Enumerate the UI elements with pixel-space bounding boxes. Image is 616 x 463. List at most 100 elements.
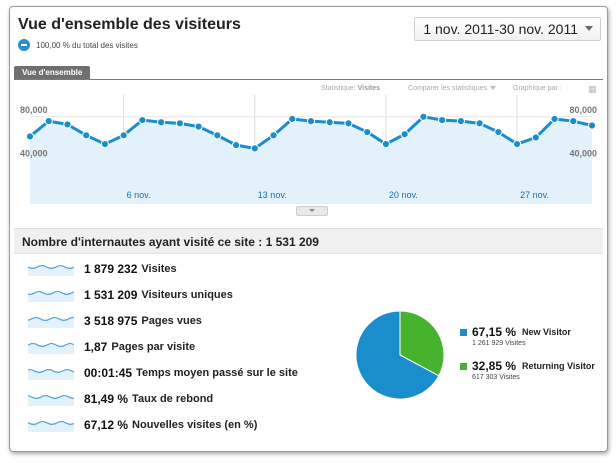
metric-label[interactable]: Taux de rebond <box>132 393 214 405</box>
statistic-prefix: Statistique: <box>321 85 356 92</box>
tab-divider <box>14 79 603 80</box>
page-title: Vue d'ensemble des visiteurs <box>18 16 241 33</box>
x-tick-label: 20 nov. <box>389 190 418 200</box>
tab-overview[interactable]: Vue d'ensemble <box>14 66 91 79</box>
data-point[interactable] <box>381 139 391 149</box>
data-point[interactable] <box>569 117 578 126</box>
data-point[interactable] <box>231 141 241 150</box>
date-end: 30 nov. 2011 <box>499 21 578 37</box>
data-point[interactable] <box>475 119 484 128</box>
data-point[interactable] <box>531 133 540 142</box>
data-point[interactable] <box>400 130 409 139</box>
data-point[interactable] <box>119 131 128 140</box>
subtitle-row: 100,00 % du total des visites <box>18 38 138 52</box>
data-point[interactable] <box>306 117 316 126</box>
sparkline-icon <box>28 420 74 432</box>
legend-label: Returning Visitor <box>522 361 595 371</box>
data-point[interactable] <box>456 117 465 126</box>
subtitle: 100,00 % du total des visites <box>36 40 138 50</box>
y-tick-label-right: 40,000 <box>569 148 597 158</box>
metric-label[interactable]: Nouvelles visites (en %) <box>132 419 258 431</box>
chevron-down-icon <box>585 26 593 31</box>
y-tick-label: 40,000 <box>20 148 48 158</box>
metric-label[interactable]: Pages par visite <box>111 341 196 353</box>
data-point[interactable] <box>25 132 35 141</box>
data-point[interactable] <box>344 119 353 128</box>
legend-visits: 617 303 Visites <box>472 374 520 381</box>
chart-resize-handle[interactable] <box>296 206 328 216</box>
visits-area <box>30 116 592 204</box>
metric-row[interactable]: 1 531 209 Visiteurs uniques <box>28 286 233 304</box>
y-tick-label-right: 80,000 <box>569 105 597 115</box>
visits-line-chart: 80,000 80,000 40,000 40,000 6 nov. 13 nov. 20 … <box>20 95 597 204</box>
data-point[interactable] <box>494 127 503 137</box>
date-range-picker[interactable]: 1 nov. 2011-30 nov. 2011 <box>414 17 601 41</box>
date-start: 1 nov. 2011 <box>423 21 495 37</box>
sparkline-icon <box>28 368 74 380</box>
sparkline-icon <box>28 264 74 276</box>
data-point[interactable] <box>213 131 222 140</box>
graph-by-selector[interactable]: Graphique par : <box>513 85 562 92</box>
legend-label: New Visitor <box>522 327 571 337</box>
data-point[interactable] <box>512 139 522 149</box>
data-point[interactable] <box>325 118 334 127</box>
legend-percent: 32,85 % <box>472 359 517 373</box>
chevron-down-icon <box>489 86 496 91</box>
data-point[interactable] <box>157 118 166 127</box>
metric-row[interactable]: 67,12 % Nouvelles visites (en %) <box>28 416 257 434</box>
compare-statistics-selector[interactable]: Comparer les statistiques <box>408 85 496 92</box>
metric-label[interactable]: Temps moyen passé sur le site <box>136 367 298 379</box>
data-point[interactable] <box>587 121 597 130</box>
data-point[interactable] <box>363 127 372 137</box>
metric-row[interactable]: 1 879 232 Visites <box>28 260 177 278</box>
metric-row[interactable]: 3 518 975 Pages vues <box>28 312 202 330</box>
metric-value: 81,49 % <box>84 392 129 406</box>
data-point[interactable] <box>63 120 72 129</box>
metric-label[interactable]: Visites <box>141 263 177 275</box>
data-point[interactable] <box>82 131 91 140</box>
date-separator: - <box>494 21 500 37</box>
pie-slice[interactable] <box>355 310 440 400</box>
graph-by-label: Graphique par : <box>513 85 562 92</box>
metric-label[interactable]: Pages vues <box>141 315 202 327</box>
metric-value: 67,12 % <box>84 418 129 432</box>
legend-swatch <box>460 362 467 370</box>
sparkline-icon <box>28 316 74 328</box>
compare-label: Comparer les statistiques <box>408 85 487 92</box>
data-point[interactable] <box>44 117 53 126</box>
metric-row[interactable]: 1,87 Pages par visite <box>28 338 195 356</box>
sparkline-icon <box>28 290 74 302</box>
graph-type-icon[interactable]: ▦ <box>588 84 597 94</box>
y-tick-label: 80,000 <box>20 105 48 115</box>
metric-row[interactable]: 81,49 % Taux de rebond <box>28 390 213 408</box>
data-point[interactable] <box>250 144 259 153</box>
statistic-selector[interactable]: Statistique: Visites <box>321 85 380 92</box>
metric-row[interactable]: 00:01:45 Temps moyen passé sur le site <box>28 364 298 382</box>
x-tick-label: 13 nov. <box>258 190 287 200</box>
statistic-value: Visites <box>357 85 381 92</box>
legend-item[interactable]: 67,15 % New Visitor 1 261 929 Visites <box>460 325 571 347</box>
legend-item[interactable]: 32,85 % Returning Visitor 617 303 Visites <box>460 359 595 381</box>
x-tick-label: 6 nov. <box>127 190 151 200</box>
segment-pie-icon <box>18 39 30 51</box>
data-point[interactable] <box>288 114 297 124</box>
legend-swatch <box>460 328 467 336</box>
visitor-type-pie-chart <box>355 310 445 400</box>
metric-value: 1,87 <box>84 340 108 354</box>
data-point[interactable] <box>438 115 447 125</box>
metric-value: 1 879 232 <box>84 262 138 276</box>
data-point[interactable] <box>269 131 278 140</box>
data-point[interactable] <box>138 115 147 125</box>
sparkline-icon <box>28 394 74 406</box>
data-point[interactable] <box>100 139 110 149</box>
metric-value: 00:01:45 <box>84 366 133 380</box>
data-point[interactable] <box>419 112 428 121</box>
data-point[interactable] <box>550 114 559 124</box>
data-point[interactable] <box>194 122 203 131</box>
metric-label[interactable]: Visiteurs uniques <box>141 289 233 301</box>
data-point[interactable] <box>175 119 184 128</box>
legend-visits: 1 261 929 Visites <box>472 340 526 347</box>
legend-percent: 67,15 % <box>472 325 517 339</box>
pie-slice[interactable] <box>399 310 445 377</box>
summary-heading: Nombre d'internautes ayant visité ce sit… <box>14 228 603 254</box>
